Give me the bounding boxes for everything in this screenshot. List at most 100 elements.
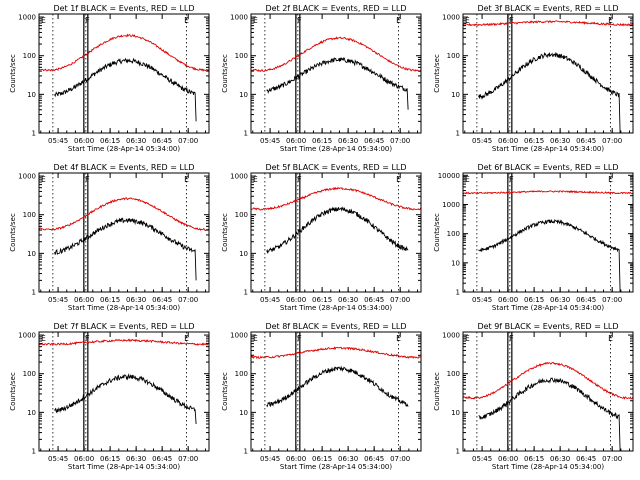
panel-title: Det 2f BLACK = Events, RED = LLD xyxy=(265,4,406,13)
x-tick-label: 06:15 xyxy=(100,137,120,145)
x-tick-label: 06:30 xyxy=(550,137,570,145)
events-series xyxy=(266,206,409,254)
panel-title: Det 9f BLACK = Events, RED = LLD xyxy=(477,322,618,331)
x-tick-label: 06:30 xyxy=(550,455,570,463)
x-axis-label: Start Time (28-Apr-14 05:34:00) xyxy=(492,145,604,153)
x-tick-label: 05:45 xyxy=(472,455,492,463)
x-tick-label: 06:45 xyxy=(576,455,596,463)
flag-e-left: E xyxy=(253,16,258,25)
panel-det-4: Det 4f BLACK = Events, RED = LLD E F E 1 10 10… xyxy=(9,163,210,312)
lld-series xyxy=(250,186,422,211)
x-tick-label: 06:15 xyxy=(312,137,332,145)
y-tick-label: 10 xyxy=(239,250,248,258)
x-tick-label: 06:30 xyxy=(338,137,358,145)
plot-frame xyxy=(462,13,634,134)
y-tick-label: 100 xyxy=(23,370,36,378)
x-tick-label: 06:00 xyxy=(74,137,94,145)
x-tick-label: 06:45 xyxy=(152,296,172,304)
y-tick-label: 1000 xyxy=(230,332,248,340)
x-tick-label: 07:00 xyxy=(602,296,622,304)
plot-frame xyxy=(462,172,634,293)
x-tick-label: 06:00 xyxy=(286,137,306,145)
panel-det-1: Det 1f BLACK = Events, RED = LLD E F E 1 10 10… xyxy=(9,4,210,153)
x-tick-label: 06:00 xyxy=(498,455,518,463)
y-axis-label: Counts/sec xyxy=(433,372,441,411)
x-axis-label: Start Time (28-Apr-14 05:34:00) xyxy=(68,463,180,471)
lld-series xyxy=(462,361,634,400)
flag-f: F xyxy=(297,175,302,184)
x-tick-label: 06:15 xyxy=(524,455,544,463)
y-axis-label: Counts/sec xyxy=(433,213,441,252)
plot-frame xyxy=(462,331,634,452)
flag-e-right: E xyxy=(396,16,401,25)
x-tick-label: 06:15 xyxy=(100,296,120,304)
x-tick-label: 06:00 xyxy=(74,296,94,304)
y-tick-label: 1 xyxy=(244,289,248,297)
x-tick-label: 06:30 xyxy=(338,296,358,304)
flag-f: F xyxy=(85,334,90,343)
y-tick-label: 10 xyxy=(239,91,248,99)
panel-det-6: Det 6f BLACK = Events, RED = LLD E F E 1 10 10… xyxy=(433,163,634,312)
y-tick-label: 100 xyxy=(23,211,36,219)
panel-det-9: Det 9f BLACK = Events, RED = LLD E F E 1 10 10… xyxy=(433,322,634,471)
events-series xyxy=(54,57,197,122)
y-tick-label: 10 xyxy=(451,409,460,417)
x-axis-label: Start Time (28-Apr-14 05:34:00) xyxy=(68,304,180,312)
flag-e-left: E xyxy=(465,16,470,25)
y-tick-label: 1000 xyxy=(18,332,36,340)
flag-e-right: E xyxy=(608,175,613,184)
y-tick-label: 1000 xyxy=(442,201,460,209)
y-tick-label: 100 xyxy=(235,370,248,378)
x-tick-label: 07:00 xyxy=(178,455,198,463)
flag-f: F xyxy=(297,334,302,343)
x-tick-label: 06:15 xyxy=(524,296,544,304)
flag-f: F xyxy=(85,16,90,25)
panel-title: Det 5f BLACK = Events, RED = LLD xyxy=(265,163,406,172)
y-tick-label: 1 xyxy=(244,448,248,456)
panel-title: Det 7f BLACK = Events, RED = LLD xyxy=(53,322,194,331)
y-tick-label: 100 xyxy=(235,211,248,219)
x-tick-label: 05:45 xyxy=(260,455,280,463)
y-tick-label: 1000 xyxy=(18,173,36,181)
x-tick-label: 07:00 xyxy=(602,137,622,145)
y-tick-label: 1000 xyxy=(442,332,460,340)
y-tick-label: 10000 xyxy=(438,172,460,180)
x-tick-label: 06:15 xyxy=(312,455,332,463)
flag-e-right: E xyxy=(184,334,189,343)
x-tick-label: 07:00 xyxy=(178,137,198,145)
x-tick-label: 07:00 xyxy=(178,296,198,304)
y-tick-label: 100 xyxy=(447,52,460,60)
y-tick-label: 10 xyxy=(27,250,36,258)
x-tick-label: 05:45 xyxy=(48,296,68,304)
plot-frame xyxy=(250,13,422,134)
flag-e-left: E xyxy=(41,16,46,25)
y-axis-label: Counts/sec xyxy=(9,372,17,411)
plot-frame xyxy=(250,172,422,293)
flag-e-left: E xyxy=(41,334,46,343)
events-series xyxy=(54,373,197,425)
x-tick-label: 07:00 xyxy=(390,296,410,304)
y-tick-label: 10 xyxy=(451,259,460,267)
x-axis-label: Start Time (28-Apr-14 05:34:00) xyxy=(492,463,604,471)
x-tick-label: 06:45 xyxy=(576,296,596,304)
lld-series xyxy=(39,338,210,347)
x-axis-label: Start Time (28-Apr-14 05:34:00) xyxy=(492,304,604,312)
x-tick-label: 06:30 xyxy=(126,137,146,145)
y-tick-label: 10 xyxy=(27,91,36,99)
x-tick-label: 07:00 xyxy=(390,455,410,463)
flag-e-left: E xyxy=(465,334,470,343)
x-tick-label: 05:45 xyxy=(472,137,492,145)
x-tick-label: 05:45 xyxy=(472,296,492,304)
y-tick-label: 1000 xyxy=(230,14,248,22)
x-axis-label: Start Time (28-Apr-14 05:34:00) xyxy=(280,463,392,471)
flag-e-right: E xyxy=(396,175,401,184)
plot-frame xyxy=(38,172,210,293)
x-tick-label: 05:45 xyxy=(260,137,280,145)
x-tick-label: 06:00 xyxy=(286,296,306,304)
flag-e-right: E xyxy=(608,16,613,25)
x-tick-label: 05:45 xyxy=(260,296,280,304)
flag-e-right: E xyxy=(184,175,189,184)
y-tick-label: 10 xyxy=(239,409,248,417)
x-tick-label: 06:45 xyxy=(364,455,384,463)
